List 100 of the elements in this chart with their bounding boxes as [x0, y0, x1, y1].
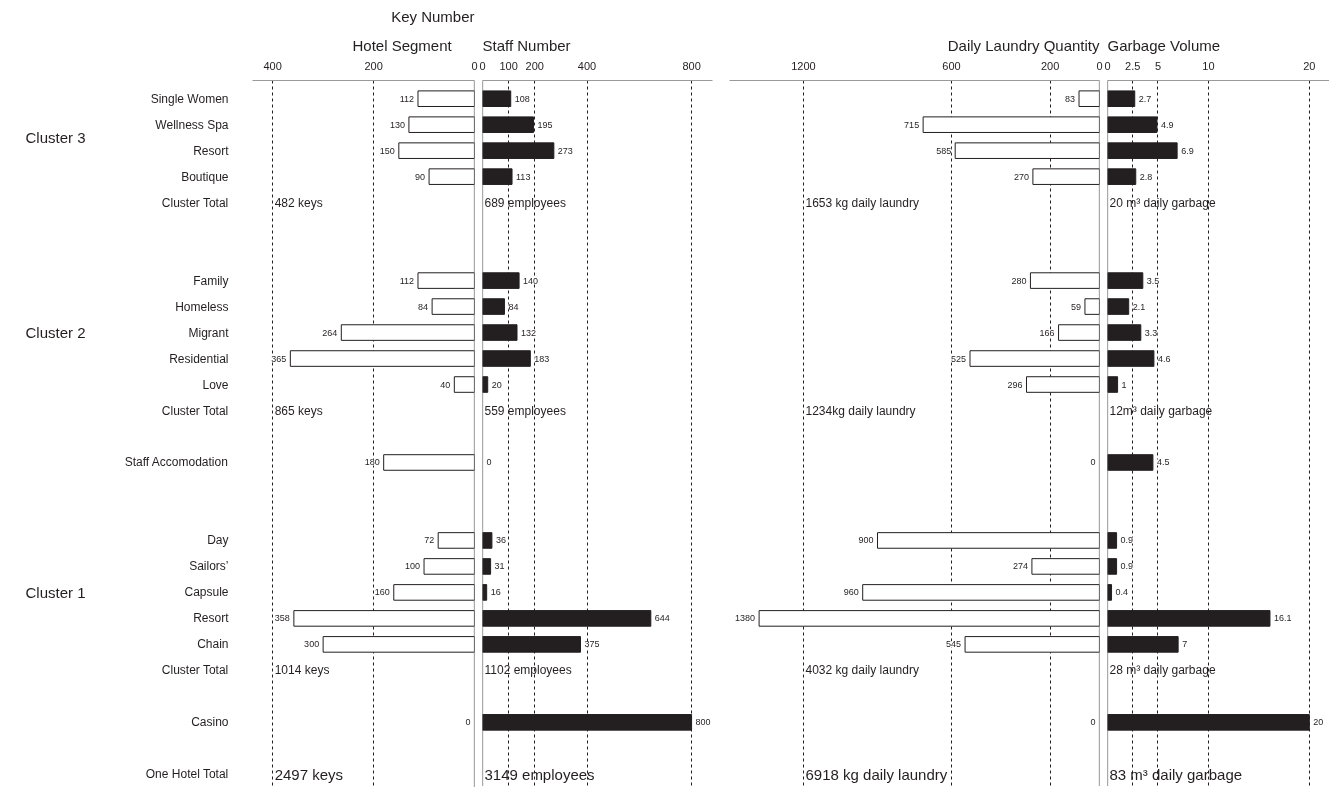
chart-title: Daily Laundry Quantity	[947, 36, 1100, 54]
annotation: 12m³ daily garbage	[1109, 403, 1213, 418]
x-tick-label: 20	[1303, 59, 1316, 72]
data-label: 296	[1007, 379, 1023, 390]
annotation: 1014 keys	[274, 663, 330, 678]
y-tick-label: Capsule	[184, 585, 229, 600]
data-label: 4.9	[1160, 119, 1174, 130]
data-label: 2.1	[1132, 301, 1146, 312]
x-tick-label: 5	[1154, 59, 1162, 72]
y-tick-label: Single Women	[150, 91, 229, 106]
bar	[1107, 298, 1130, 315]
y-tick-label: Homeless	[175, 299, 229, 314]
data-label: 644	[654, 613, 670, 624]
data-label: 274	[1012, 561, 1028, 572]
data-label: 585	[936, 145, 952, 156]
data-label: 0.4	[1115, 587, 1129, 598]
data-label: 960	[843, 587, 859, 598]
data-label: 525	[950, 353, 967, 364]
x-tick-label: 600	[942, 59, 961, 72]
x-tick-label: 200	[1040, 59, 1060, 72]
data-label: 83	[1065, 93, 1076, 104]
bar	[1084, 298, 1100, 315]
data-label: 100	[405, 561, 421, 572]
y-tick-label: Love	[202, 377, 229, 392]
bar	[482, 532, 493, 549]
y-tick-label: Resort	[193, 611, 230, 626]
data-label: 195	[537, 119, 553, 130]
data-label: 800	[695, 717, 711, 728]
data-label: 112	[399, 275, 414, 286]
bar	[1107, 584, 1113, 601]
annotation: 28 m³ daily garbage	[1109, 663, 1216, 678]
bar	[437, 532, 475, 549]
x-tick-label: 0	[1096, 59, 1103, 72]
data-label: 90	[415, 171, 426, 182]
y-tick-label: Cluster Total	[161, 403, 229, 418]
x-tick-label: 10	[1202, 59, 1215, 72]
data-label: 0	[486, 457, 492, 468]
data-label: 20	[1313, 717, 1324, 728]
data-label: 20	[491, 379, 502, 390]
y-tick-label: One Hotel Total	[145, 767, 229, 782]
y-tick-label: Staff Accomodation	[124, 455, 228, 470]
x-tick-label: 1200	[791, 59, 816, 72]
bar	[482, 558, 492, 575]
annotation: 1234kg daily laundry	[805, 403, 916, 418]
chart-title: Staff Number	[482, 36, 571, 54]
data-label: 715	[904, 119, 920, 130]
data-label: 84	[418, 301, 429, 312]
x-tick-label: 800	[682, 59, 701, 72]
x-tick-label: 200	[525, 59, 544, 72]
y-tick-label: Family	[193, 273, 229, 288]
data-label: 4.5	[1156, 457, 1170, 468]
data-label: 40	[440, 379, 451, 390]
data-label: 112	[399, 93, 414, 104]
data-label: 300	[304, 639, 320, 650]
y-tick-label: Wellness Spa	[155, 117, 229, 132]
bar	[1107, 116, 1158, 133]
data-label: 1380	[735, 613, 756, 624]
bar	[1107, 376, 1119, 393]
y-axis-title: Hotel Segment	[352, 36, 453, 54]
data-label: 0.9	[1120, 535, 1134, 546]
data-label: 36	[495, 535, 506, 546]
data-label: 140	[523, 275, 539, 286]
chart-title: Garbage Volume	[1107, 36, 1221, 54]
bar	[1107, 558, 1118, 575]
bar	[1107, 350, 1155, 367]
text: Cluster 2	[25, 324, 86, 342]
bar	[482, 376, 489, 393]
annotation: 689 employees	[484, 195, 566, 210]
x-tick-label: 2.5	[1125, 59, 1141, 72]
data-label: 545	[946, 639, 962, 650]
data-label: 280	[1011, 275, 1027, 286]
data-label: 16	[490, 587, 501, 598]
data-label: 365	[271, 353, 287, 364]
y-tick-label: Resort	[193, 143, 230, 158]
y-tick-label: Sailors’	[189, 559, 229, 574]
data-label: 0.9	[1120, 561, 1134, 572]
data-label: 108	[514, 93, 530, 104]
text: Cluster 3	[25, 129, 86, 147]
data-label: 59	[1070, 301, 1081, 312]
data-label: 180	[364, 457, 380, 468]
data-label: 84	[508, 301, 519, 312]
y-tick-label: Migrant	[188, 325, 230, 340]
data-label: 72	[424, 535, 435, 546]
data-label: 2.7	[1138, 93, 1152, 104]
x-tick-label: 100	[499, 59, 518, 72]
bar	[1029, 272, 1100, 289]
bar	[398, 142, 475, 159]
data-label: 2.8	[1139, 171, 1153, 182]
annotation: 3149 employees	[484, 765, 595, 783]
annotation: 559 employees	[484, 403, 566, 418]
bar	[423, 558, 475, 575]
data-label: 375	[584, 639, 600, 650]
y-tick-label: Casino	[191, 715, 229, 730]
x-tick-label: 0	[1104, 59, 1111, 72]
bar	[417, 90, 475, 107]
annotation: 1653 kg daily laundry	[805, 195, 919, 210]
data-label: 6.9	[1181, 145, 1194, 156]
y-tick-label: Boutique	[181, 169, 229, 184]
data-label: 3.3	[1144, 327, 1158, 338]
x-tick-label: 200	[364, 59, 383, 72]
